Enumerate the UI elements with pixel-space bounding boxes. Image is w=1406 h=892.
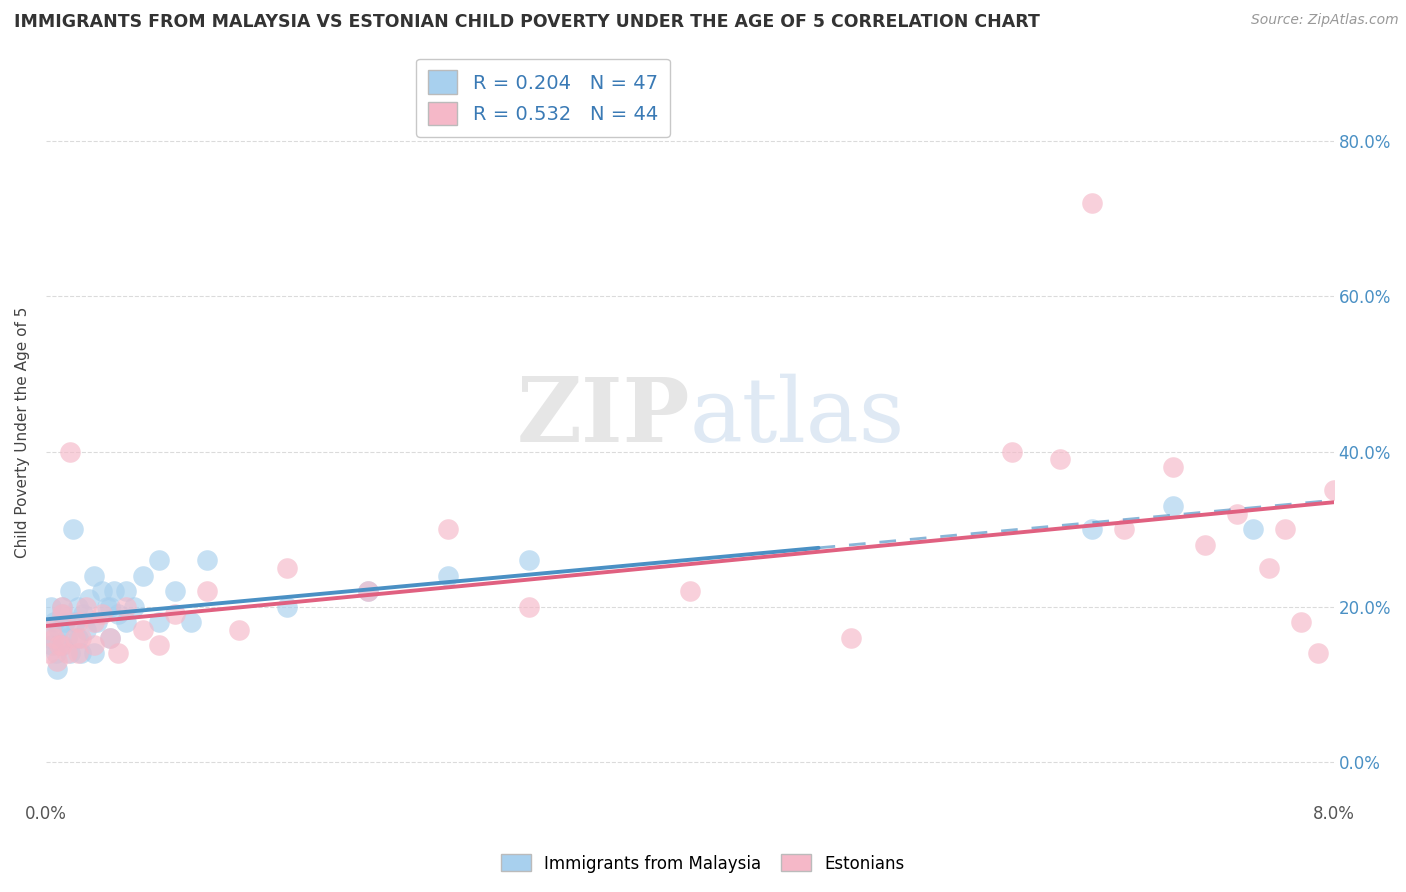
Point <box>1274 522 1296 536</box>
Point <box>83 615 105 630</box>
Text: IMMIGRANTS FROM MALAYSIA VS ESTONIAN CHILD POVERTY UNDER THE AGE OF 5 CORRELATIO: IMMIGRANTS FROM MALAYSIA VS ESTONIAN CHI… <box>14 13 1040 31</box>
Point <box>131 568 153 582</box>
Point <box>53 615 76 630</box>
Point <box>51 607 73 622</box>
Point <box>59 444 82 458</box>
Point <box>67 615 90 630</box>
Point <box>276 599 298 614</box>
Point <box>517 553 540 567</box>
Point <box>98 599 121 614</box>
Point <box>63 615 86 630</box>
Text: Source: ZipAtlas.com: Source: ZipAtlas.com <box>1251 13 1399 28</box>
Point <box>41 639 63 653</box>
Point <box>45 646 67 660</box>
Point <box>437 522 460 536</box>
Point <box>1161 460 1184 475</box>
Point <box>51 599 73 614</box>
Point <box>48 623 70 637</box>
Y-axis label: Child Poverty Under the Age of 5: Child Poverty Under the Age of 5 <box>15 307 30 558</box>
Point <box>148 553 170 567</box>
Point <box>148 615 170 630</box>
Point <box>1323 483 1346 498</box>
Point <box>98 631 121 645</box>
Point <box>79 591 101 606</box>
Point <box>163 607 186 622</box>
Point <box>46 662 69 676</box>
Point <box>83 568 105 582</box>
Point <box>98 631 121 645</box>
Point <box>48 639 70 653</box>
Point <box>83 639 105 653</box>
Text: ZIP: ZIP <box>516 374 690 461</box>
Point <box>56 646 79 660</box>
Point <box>1291 615 1313 630</box>
Point <box>51 599 73 614</box>
Point <box>1258 561 1281 575</box>
Point <box>517 599 540 614</box>
Point <box>42 631 65 645</box>
Point <box>228 623 250 637</box>
Point <box>1114 522 1136 536</box>
Point <box>131 623 153 637</box>
Point <box>103 584 125 599</box>
Point <box>679 584 702 599</box>
Point <box>91 607 114 622</box>
Point <box>39 599 62 614</box>
Point <box>1226 507 1249 521</box>
Point <box>51 639 73 653</box>
Point <box>96 599 118 614</box>
Point <box>124 599 146 614</box>
Point <box>38 646 60 660</box>
Point <box>59 646 82 660</box>
Point <box>115 599 138 614</box>
Point <box>67 631 90 645</box>
Point <box>39 623 62 637</box>
Point <box>62 522 84 536</box>
Point <box>1049 452 1071 467</box>
Point <box>38 631 60 645</box>
Point <box>115 584 138 599</box>
Point <box>75 599 97 614</box>
Point <box>107 607 129 622</box>
Point <box>91 584 114 599</box>
Point <box>276 561 298 575</box>
Point <box>51 639 73 653</box>
Point <box>70 646 93 660</box>
Point <box>63 631 86 645</box>
Point <box>86 615 108 630</box>
Point <box>115 615 138 630</box>
Point <box>1194 538 1216 552</box>
Point <box>107 646 129 660</box>
Legend: Immigrants from Malaysia, Estonians: Immigrants from Malaysia, Estonians <box>495 847 911 880</box>
Point <box>67 599 90 614</box>
Point <box>67 646 90 660</box>
Point <box>1161 499 1184 513</box>
Point <box>83 646 105 660</box>
Point <box>75 623 97 637</box>
Point <box>195 584 218 599</box>
Point <box>195 553 218 567</box>
Point <box>56 631 79 645</box>
Point <box>357 584 380 599</box>
Point <box>1306 646 1329 660</box>
Point <box>51 607 73 622</box>
Legend: R = 0.204   N = 47, R = 0.532   N = 44: R = 0.204 N = 47, R = 0.532 N = 44 <box>416 59 669 137</box>
Point <box>70 631 93 645</box>
Point <box>1241 522 1264 536</box>
Point <box>1081 196 1104 211</box>
Point <box>59 584 82 599</box>
Point <box>1081 522 1104 536</box>
Point <box>46 654 69 668</box>
Text: atlas: atlas <box>690 374 905 461</box>
Point <box>437 568 460 582</box>
Point <box>1001 444 1024 458</box>
Point <box>357 584 380 599</box>
Point <box>72 607 94 622</box>
Point <box>163 584 186 599</box>
Point <box>42 615 65 630</box>
Point <box>148 639 170 653</box>
Point <box>839 631 862 645</box>
Point <box>180 615 202 630</box>
